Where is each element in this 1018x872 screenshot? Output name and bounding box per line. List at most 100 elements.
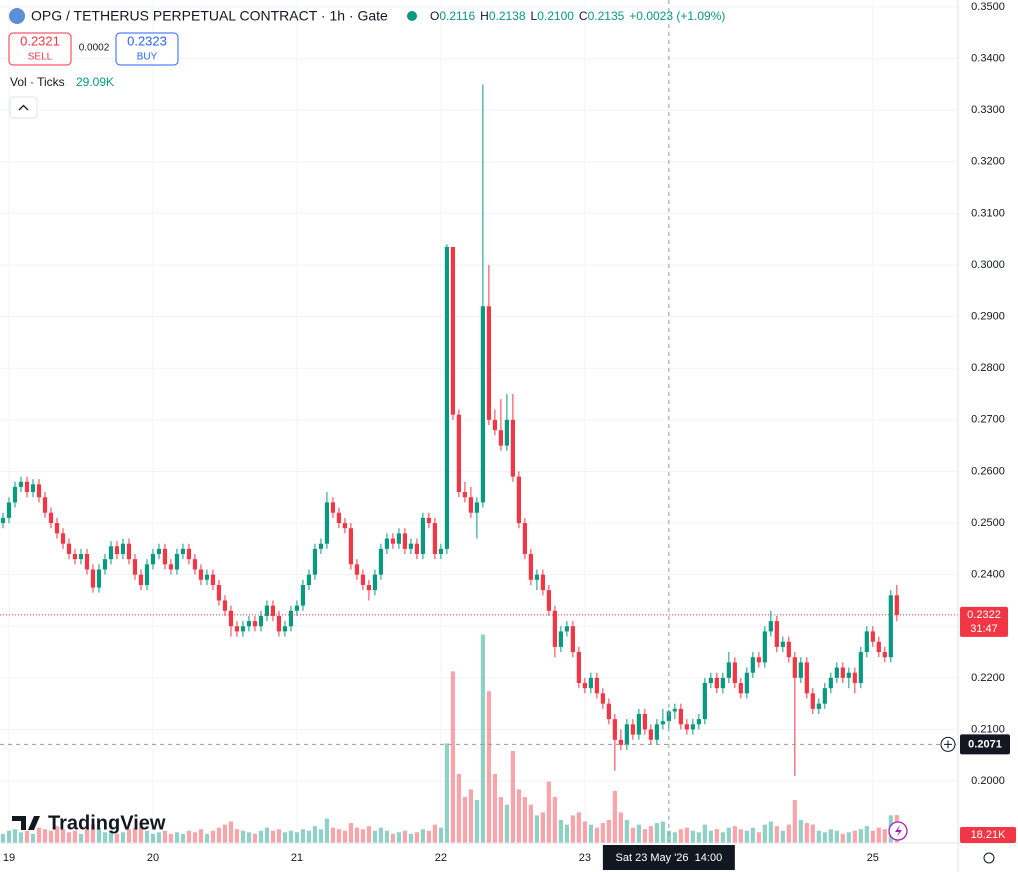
- candle-body: [168, 564, 174, 570]
- volume-bar: [792, 800, 797, 843]
- volume-bar: [438, 827, 444, 843]
- volume-bar: [72, 830, 78, 843]
- candle-body: [48, 512, 54, 524]
- candle-body: [684, 724, 689, 730]
- candle-body: [252, 621, 258, 627]
- volume-bar: [78, 833, 84, 843]
- volume-bar: [216, 827, 222, 843]
- candle-body: [132, 559, 138, 575]
- candle-body: [336, 512, 342, 524]
- y-tick-label: 0.2600: [971, 465, 1005, 477]
- candle-body: [378, 548, 384, 575]
- candle-body: [834, 667, 839, 678]
- candle-body: [642, 713, 647, 730]
- volume-bar: [144, 830, 150, 843]
- candle-body: [276, 615, 282, 632]
- overlay: [0, 0, 958, 843]
- volume-tag: [960, 827, 1016, 843]
- candle-body: [450, 246, 456, 415]
- countdown: 31:47: [970, 623, 998, 635]
- candle-body: [114, 546, 120, 555]
- volume-bar: [360, 829, 366, 843]
- volume-bar: [36, 827, 42, 843]
- candle-body: [36, 484, 42, 498]
- volume-bar: [462, 797, 468, 843]
- volume-bar: [834, 830, 839, 843]
- candle-body: [294, 605, 300, 611]
- candle-body: [414, 543, 420, 555]
- ohlc-value: 0.2138: [489, 9, 526, 23]
- volume-bar: [744, 830, 749, 843]
- ohlc-key: L: [531, 9, 538, 23]
- sell-button[interactable]: [8, 32, 72, 66]
- candle-body: [222, 600, 228, 611]
- sell-price: 0.2321: [20, 33, 60, 48]
- volume-bar: [414, 832, 420, 843]
- volume-bar: [690, 830, 695, 843]
- last-volume-label: 18.21K: [971, 829, 1007, 841]
- candle-body: [816, 703, 821, 709]
- volume-bar: [840, 833, 845, 843]
- volume-bar: [582, 821, 587, 843]
- candle-body: [384, 538, 390, 549]
- candle-body: [270, 605, 276, 616]
- candle-body: [486, 306, 491, 420]
- buy-label: BUY: [137, 52, 158, 63]
- ohlc-key: C: [579, 9, 588, 23]
- volume-bar: [270, 830, 276, 843]
- candle-body: [324, 502, 330, 544]
- candle-body: [444, 246, 450, 549]
- candle-body: [804, 662, 809, 694]
- candle-body: [504, 419, 509, 446]
- volume-bar: [168, 833, 174, 843]
- ohlc-value: 0.2116: [439, 9, 475, 23]
- volume-bar: [810, 824, 815, 843]
- volume-bar: [870, 830, 875, 843]
- volume-bar: [636, 824, 641, 843]
- candle-body: [24, 481, 30, 493]
- volume-bar: [150, 833, 156, 843]
- candle-body: [732, 662, 737, 684]
- volume-bar: [222, 824, 228, 843]
- candle-body: [138, 574, 144, 585]
- volume-bar: [510, 751, 515, 843]
- candle-body: [768, 621, 773, 632]
- volume-bar: [48, 830, 54, 843]
- volume-bar: [528, 804, 533, 843]
- candle-body: [522, 523, 527, 555]
- volume-bar: [90, 824, 96, 843]
- candle-body: [696, 719, 701, 725]
- candle-body: [120, 543, 126, 555]
- volume-bar: [138, 826, 144, 843]
- volume-bar: [786, 824, 791, 843]
- candle-body: [756, 657, 761, 663]
- volume-bar: [600, 823, 605, 843]
- x-tick-label: 25: [867, 852, 879, 864]
- candle-body: [354, 564, 360, 575]
- volume-bar: [594, 827, 599, 843]
- volume-bar: [282, 832, 288, 843]
- volume-bar: [738, 829, 743, 843]
- candle-body: [846, 672, 851, 678]
- volume-bar: [324, 818, 330, 843]
- volume-bar: [846, 832, 851, 843]
- buy-button[interactable]: [115, 32, 179, 66]
- candle-body: [180, 548, 186, 555]
- volume-bar: [306, 830, 312, 843]
- candle-body: [438, 548, 444, 555]
- volume-bar: [0, 833, 6, 843]
- y-tick-label: 0.3100: [971, 207, 1005, 219]
- settings-button[interactable]: [983, 852, 995, 864]
- y-tick-label: 0.2000: [971, 775, 1005, 787]
- change: +0.0023 (+1.09%): [629, 9, 725, 23]
- candle-body: [882, 652, 887, 658]
- candle-body: [456, 414, 462, 493]
- spread: 0.0002: [79, 43, 110, 54]
- last-price-tag: [960, 606, 1008, 637]
- volume-bar: [678, 829, 683, 843]
- candle-body: [72, 554, 78, 560]
- collapse-button[interactable]: [9, 96, 38, 119]
- candle-body: [84, 554, 90, 570]
- candle-body: [648, 729, 653, 740]
- candle-body: [240, 626, 246, 632]
